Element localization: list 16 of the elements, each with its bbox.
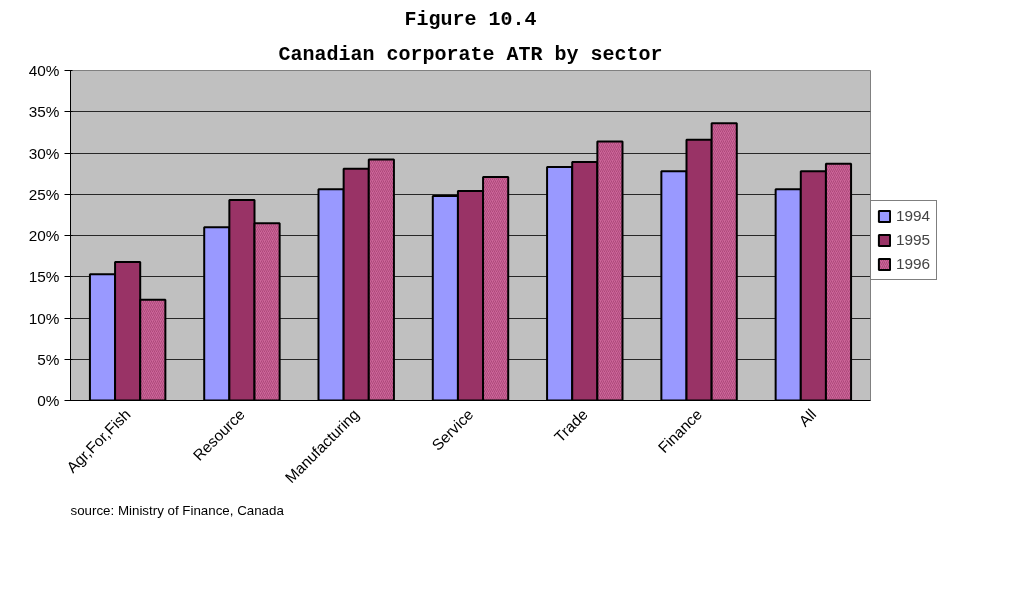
y-tick-label: 25% bbox=[28, 185, 60, 203]
y-tick-label: 5% bbox=[37, 350, 60, 368]
legend-label: 1994 bbox=[896, 207, 931, 225]
x-tick-label: All bbox=[795, 405, 820, 430]
y-tick-label: 0% bbox=[37, 392, 60, 409]
y-tick-label: 40% bbox=[28, 62, 60, 79]
chart-subtitle: Canadian corporate ATR by sector bbox=[278, 42, 663, 66]
y-tick-label: 10% bbox=[28, 309, 60, 327]
y-tick-label: 35% bbox=[28, 103, 60, 121]
y-tick-label: 15% bbox=[28, 268, 60, 286]
source-note: source: Ministry of Finance, Canada bbox=[70, 502, 285, 518]
y-tick-label: 30% bbox=[28, 144, 60, 162]
legend-label: 1996 bbox=[896, 255, 931, 273]
legend-label: 1995 bbox=[896, 231, 931, 249]
y-tick-label: 20% bbox=[28, 227, 60, 244]
chart-title: Figure 10.4 bbox=[404, 7, 537, 31]
